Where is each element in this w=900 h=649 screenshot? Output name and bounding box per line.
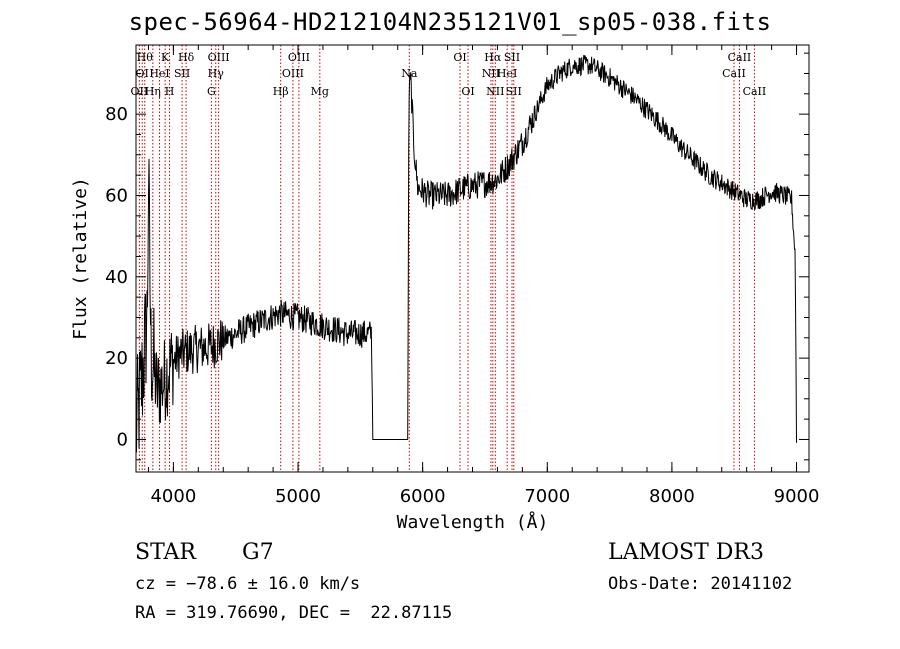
line-labels: OII OI Hθ Hη HeI K H SII Hδ G Hγ OIII Hβ OIII OIII Mg Na…: [131, 51, 767, 98]
line-label: Hβ: [273, 85, 289, 98]
spectrum-layer: [135, 55, 797, 453]
line-label: OII: [131, 85, 149, 98]
line-label: OI: [136, 67, 149, 80]
survey-label: LAMOST DR3: [608, 540, 764, 565]
x-axis-title: Wavelength (Å): [397, 511, 549, 533]
y-tick-label: 80: [105, 104, 128, 125]
line-label: Hθ: [137, 51, 154, 64]
y-tick-label: 0: [117, 429, 128, 450]
line-label: Hη: [145, 85, 161, 98]
x-tick-label: 5000: [275, 486, 321, 507]
line-label: SII: [504, 51, 520, 64]
line-label: OIII: [208, 51, 230, 64]
line-label: Hδ: [178, 51, 195, 64]
line-label: NII: [482, 67, 500, 80]
x-tick-label: 6000: [400, 486, 446, 507]
line-label: CaII: [743, 85, 767, 98]
line-label: SII: [174, 67, 190, 80]
line-label: Na: [401, 67, 418, 80]
line-label: OI: [461, 85, 474, 98]
coordinates-text: RA = 319.76690, DEC = 22.87115: [135, 603, 453, 623]
x-tick-label: 9000: [774, 486, 820, 507]
line-label: CaII: [728, 51, 752, 64]
obs-date-text: Obs-Date: 20141102: [608, 574, 793, 594]
line-label: Hγ: [208, 67, 225, 80]
y-tick-label: 40: [105, 267, 128, 288]
line-label: OIII: [282, 67, 304, 80]
spectrum-line: [135, 55, 797, 453]
line-label: K: [161, 51, 170, 64]
class-label: STAR: [135, 540, 196, 565]
y-axis-title: Flux (relative): [70, 177, 91, 340]
y-tick-label: 60: [105, 185, 128, 206]
line-label: OIII: [288, 51, 310, 64]
line-label: OI: [453, 51, 466, 64]
y-tick-label: 20: [105, 348, 128, 369]
line-label: NII: [486, 85, 504, 98]
plot-frame: [135, 44, 810, 473]
line-label: SII: [506, 85, 522, 98]
line-label: HeI: [497, 67, 517, 80]
subclass-label: G7: [242, 540, 274, 565]
x-tick-label: 8000: [649, 486, 695, 507]
line-label: G: [207, 85, 216, 98]
line-label: Hα: [484, 51, 502, 64]
x-tick-label: 7000: [524, 486, 570, 507]
x-tick-label: 4000: [150, 486, 196, 507]
line-label: Mg: [311, 85, 329, 98]
chart-title: spec-56964-HD212104N235121V01_sp05-038.f…: [128, 8, 772, 36]
line-label: H: [165, 85, 175, 98]
axis-ticks: 4000 5000 6000 7000 8000 9000 0 20 40 60 80: [105, 45, 819, 507]
line-markers: [138, 45, 755, 472]
redshift-text: cz = −78.6 ± 16.0 km/s: [135, 574, 361, 594]
line-label: HeI: [149, 67, 169, 80]
line-label: CaII: [722, 67, 746, 80]
